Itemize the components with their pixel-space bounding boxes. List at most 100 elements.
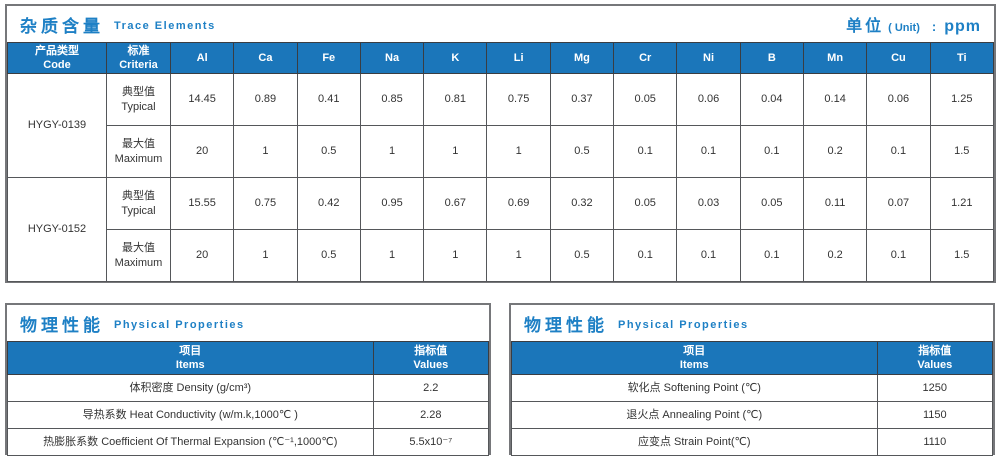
trace-value-cell: 0.75	[486, 73, 551, 126]
property-item-cell: 退火点 Annealing Point (℃)	[511, 401, 878, 429]
property-value-cell: 2.28	[372, 401, 490, 429]
phys-right-title-cn: 物理性能	[524, 315, 608, 335]
col-header-element-mn: Mn	[802, 42, 868, 74]
property-item-cell: 热膨胀系数 Coefficient Of Thermal Expansion (…	[7, 428, 374, 456]
criteria-cell: 典型值 Typical	[106, 73, 171, 126]
table-row: HYGY-0139 典型值 Typical 14.45 0.89 0.41 0.…	[7, 73, 995, 178]
trace-value-cell: 1	[486, 229, 551, 282]
trace-value-cell: 1.5	[929, 125, 995, 178]
property-item-cell: 软化点 Softening Point (℃)	[511, 374, 878, 402]
trace-value-cell: 1	[359, 229, 425, 282]
trace-value-cell: 14.45	[169, 73, 235, 126]
property-value-cell: 1250	[876, 374, 994, 402]
trace-value-cell: 0.06	[866, 73, 931, 126]
trace-panel-title-bar: 杂质含量 Trace Elements 单位 ( Unit) : ppm	[7, 6, 994, 42]
trace-value-cell: 0.2	[802, 229, 868, 282]
col-header-element-b: B	[739, 42, 804, 74]
product-code-cell: HYGY-0139	[7, 73, 107, 178]
unit-value: ppm	[944, 18, 981, 35]
criteria-cell: 最大值 Maximum	[106, 125, 171, 178]
trace-value-cell: 0.95	[359, 177, 425, 230]
criteria-cell: 典型值 Typical	[106, 177, 171, 230]
trace-value-cell: 0.1	[613, 125, 678, 178]
trace-value-cell: 0.11	[802, 177, 868, 230]
col-header-element-fe: Fe	[296, 42, 361, 74]
trace-value-cell: 0.1	[676, 125, 741, 178]
col-header-values: 指标值 Values	[876, 341, 994, 375]
trace-value-cell: 1	[423, 229, 488, 282]
trace-value-cell: 0.1	[866, 125, 931, 178]
property-value-cell: 2.2	[372, 374, 490, 402]
trace-value-cell: 0.05	[739, 177, 804, 230]
trace-value-cell: 0.41	[296, 73, 361, 126]
trace-value-cell: 1	[423, 125, 488, 178]
physical-properties-table-left: 项目 Items 指标值 Values 体积密度 Density (g/cm³)…	[7, 341, 490, 456]
unit-label-en: ( Unit)	[888, 22, 920, 34]
trace-value-cell: 0.03	[676, 177, 741, 230]
trace-value-cell: 0.67	[423, 177, 488, 230]
trace-value-cell: 0.5	[296, 229, 361, 282]
table-row: 导热系数 Heat Conductivity (w/m.k,1000℃ ) 2.…	[7, 401, 490, 429]
col-header-element-ca: Ca	[233, 42, 298, 74]
trace-value-cell: 0.1	[739, 229, 804, 282]
col-header-element-cu: Cu	[866, 42, 931, 74]
table-row: 最大值 Maximum 20 1 0.5 1 1 1 0.5 0.1 0.1 0…	[8, 125, 995, 178]
table-row: 软化点 Softening Point (℃) 1250	[511, 374, 994, 402]
trace-value-cell: 0.04	[739, 73, 804, 126]
trace-value-cell: 0.06	[676, 73, 741, 126]
phys-left-title-bar: 物理性能 Physical Properties	[7, 305, 489, 341]
trace-value-cell: 20	[169, 125, 235, 178]
col-header-criteria: 标准 Criteria	[106, 42, 171, 74]
trace-value-cell: 0.81	[423, 73, 488, 126]
trace-value-cell: 0.5	[296, 125, 361, 178]
trace-value-cell: 0.1	[676, 229, 741, 282]
trace-value-cell: 1.21	[929, 177, 995, 230]
trace-title-en: Trace Elements	[114, 20, 216, 32]
col-header-element-li: Li	[486, 42, 551, 74]
phys-left-title-cn: 物理性能	[20, 315, 104, 335]
trace-value-cell: 0.32	[549, 177, 615, 230]
trace-value-cell: 0.07	[866, 177, 931, 230]
unit-colon: :	[931, 19, 937, 34]
trace-value-cell: 0.37	[549, 73, 615, 126]
trace-value-cell: 0.1	[866, 229, 931, 282]
col-header-element-mg: Mg	[549, 42, 615, 74]
property-item-cell: 应变点 Strain Point(℃)	[511, 428, 878, 456]
trace-title-cn: 杂质含量	[20, 16, 104, 36]
table-row: 热膨胀系数 Coefficient Of Thermal Expansion (…	[7, 428, 490, 456]
table-row: 体积密度 Density (g/cm³) 2.2	[7, 374, 490, 402]
col-header-items: 项目 Items	[511, 341, 878, 375]
col-header-items: 项目 Items	[7, 341, 374, 375]
trace-value-cell: 1	[233, 125, 298, 178]
phys-right-title-en: Physical Properties	[618, 319, 749, 331]
property-value-cell: 1150	[876, 401, 994, 429]
trace-value-cell: 0.85	[359, 73, 425, 126]
property-item-cell: 导热系数 Heat Conductivity (w/m.k,1000℃ )	[7, 401, 374, 429]
col-header-element-ti: Ti	[929, 42, 995, 74]
trace-value-cell: 0.75	[233, 177, 298, 230]
property-value-cell: 1110	[876, 428, 994, 456]
physical-properties-panel-right: 物理性能 Physical Properties 项目 Items 指标值 Va…	[509, 303, 995, 456]
product-code-cell: HYGY-0152	[7, 177, 107, 282]
trace-value-cell: 0.1	[613, 229, 678, 282]
phys-left-header-row: 项目 Items 指标值 Values	[7, 341, 490, 375]
trace-value-cell: 0.05	[613, 73, 678, 126]
trace-value-cell: 0.5	[549, 229, 615, 282]
trace-value-cell: 0.69	[486, 177, 551, 230]
phys-right-title-bar: 物理性能 Physical Properties	[511, 305, 993, 341]
trace-value-cell: 1	[233, 229, 298, 282]
col-header-element-al: Al	[169, 42, 235, 74]
trace-value-cell: 0.89	[233, 73, 298, 126]
table-row: 退火点 Annealing Point (℃) 1150	[511, 401, 994, 429]
trace-value-cell: 0.5	[549, 125, 615, 178]
col-header-element-cr: Cr	[613, 42, 678, 74]
trace-value-cell: 1	[486, 125, 551, 178]
phys-left-title-en: Physical Properties	[114, 319, 245, 331]
table-row: 应变点 Strain Point(℃) 1110	[511, 428, 994, 456]
trace-value-cell: 20	[169, 229, 235, 282]
physical-properties-table-right: 项目 Items 指标值 Values 软化点 Softening Point …	[511, 341, 994, 456]
unit-label: 单位 ( Unit) : ppm	[846, 12, 981, 36]
trace-elements-table: 产品类型 Code 标准 Criteria Al Ca Fe Na K Li M…	[7, 42, 995, 282]
trace-value-cell: 1.25	[929, 73, 995, 126]
col-header-element-na: Na	[359, 42, 425, 74]
